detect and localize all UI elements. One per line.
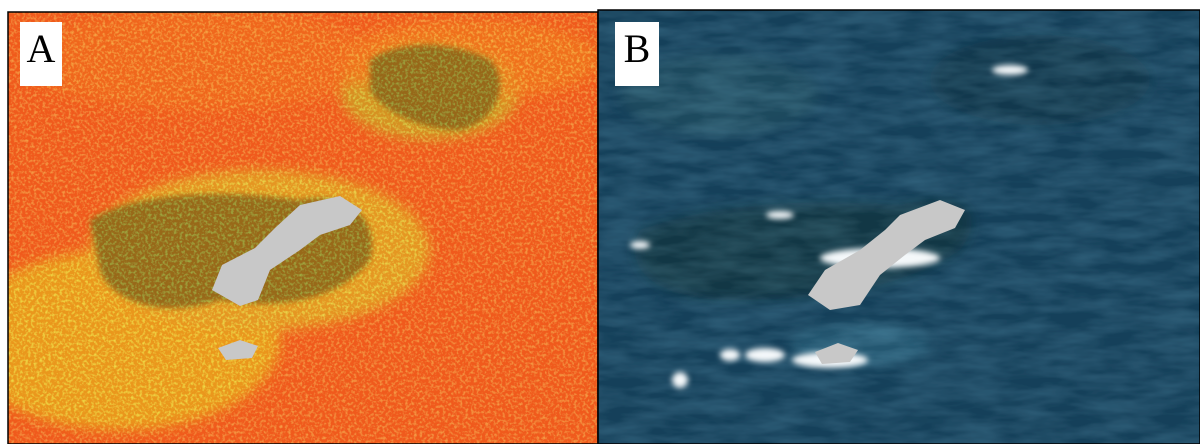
panel-b-image bbox=[598, 10, 1200, 444]
panel-a-image bbox=[0, 10, 600, 444]
panel-label: A bbox=[27, 26, 56, 71]
page: {"panels": [{"label": "A"}, {"label": "B… bbox=[0, 0, 1200, 444]
figure: A B bbox=[0, 0, 1200, 444]
panel-label: B bbox=[624, 26, 651, 71]
